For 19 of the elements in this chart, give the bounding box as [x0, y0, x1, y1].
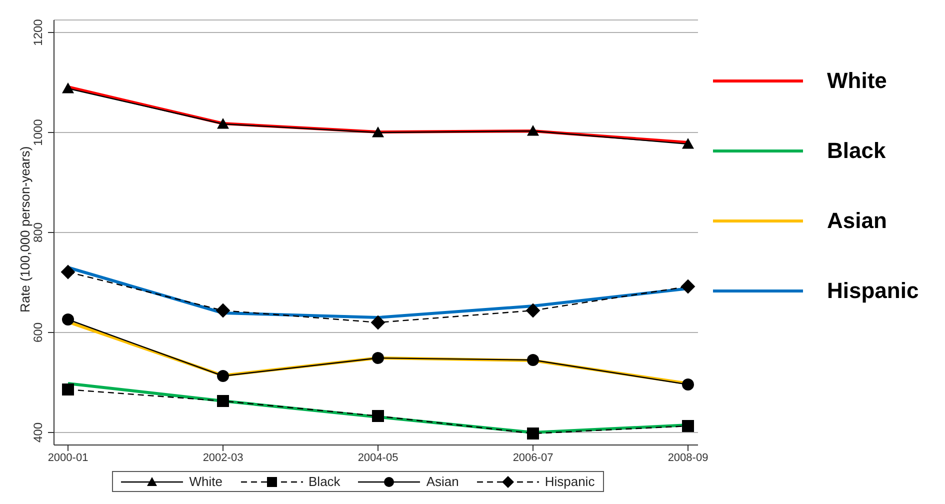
legend-label: Hispanic	[544, 474, 595, 489]
legend-label: Hispanic	[827, 278, 919, 304]
x-tick-label: 2000-01	[48, 452, 88, 464]
y-tick-label: 1000	[31, 118, 45, 146]
x-tick-label: 2006-07	[512, 452, 554, 464]
legend-label: Black	[308, 474, 340, 489]
legend-label: Black	[827, 138, 886, 164]
legend-label: White	[827, 68, 887, 94]
y-axis-title: Rate (100,000 person-years)	[18, 146, 33, 312]
x-tick-label: 2002-03	[202, 452, 244, 464]
legend-label: White	[189, 474, 223, 489]
y-tick-label: 1200	[31, 18, 45, 46]
y-tick-label: 800	[31, 222, 45, 243]
legend-label: Asian	[426, 474, 459, 489]
legend-label: Asian	[827, 208, 887, 234]
x-tick-label: 2004-05	[358, 452, 398, 464]
y-tick-label: 400	[31, 422, 45, 443]
y-tick-label: 600	[31, 322, 45, 343]
x-tick-label: 2008-09	[668, 452, 708, 464]
